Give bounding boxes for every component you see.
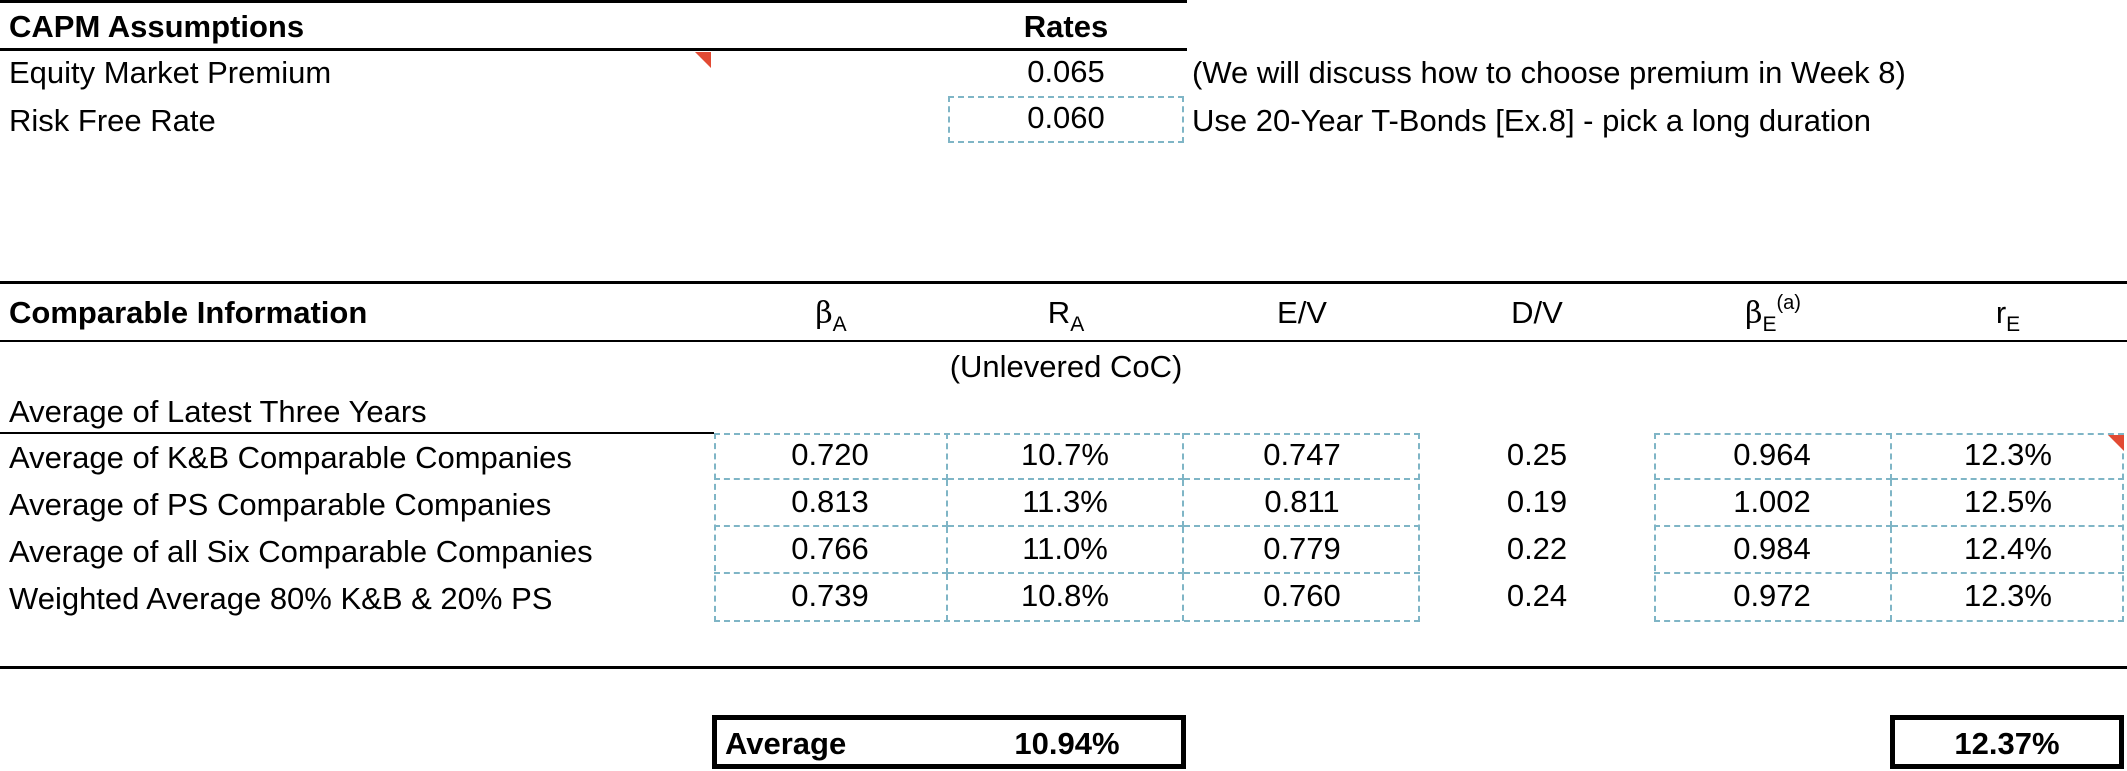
cell-ev[interactable]: 0.811 bbox=[1184, 480, 1420, 527]
cell-beta-a[interactable]: 0.720 bbox=[714, 433, 948, 480]
average-box[interactable]: Average 10.94% bbox=[712, 715, 1186, 769]
top-rule bbox=[0, 0, 1187, 3]
header-r-a: RA bbox=[1047, 295, 1085, 336]
risk-free-label: Risk Free Rate bbox=[9, 103, 216, 138]
cell-r-e[interactable]: 12.3% bbox=[1892, 433, 2124, 480]
section-underline bbox=[0, 432, 714, 434]
equity-premium-value[interactable]: 0.065 bbox=[1027, 54, 1105, 89]
cell-beta-a[interactable]: 0.739 bbox=[714, 574, 948, 621]
risk-free-value[interactable]: 0.060 bbox=[1027, 100, 1105, 135]
average-re-value: 12.37% bbox=[1954, 726, 2060, 761]
capm-header-rule bbox=[0, 48, 1187, 51]
comparable-top-rule bbox=[0, 281, 2127, 284]
rates-header: Rates bbox=[1023, 9, 1109, 44]
grid-right-border bbox=[1654, 433, 2124, 622]
row-label: Average of K&B Comparable Companies bbox=[9, 440, 572, 475]
comparable-header-rule bbox=[0, 340, 2127, 342]
cell-r-e[interactable]: 12.3% bbox=[1964, 578, 2052, 613]
cell-r-a[interactable]: 10.8% bbox=[948, 574, 1184, 621]
cell-ev[interactable]: 0.779 bbox=[1184, 527, 1420, 574]
risk-free-cell-border bbox=[948, 96, 1184, 143]
cell-beta-a[interactable]: 0.813 bbox=[714, 480, 948, 527]
header-dv: D/V bbox=[1511, 295, 1563, 330]
comparable-bottom-rule bbox=[0, 666, 2127, 669]
cell-r-a[interactable]: 10.7% bbox=[948, 433, 1184, 480]
cell-beta-e[interactable]: 0.972 bbox=[1654, 574, 1892, 621]
header-r-e: rE bbox=[1995, 295, 2021, 336]
capm-title: CAPM Assumptions bbox=[9, 9, 305, 44]
equity-premium-label: Equity Market Premium bbox=[9, 55, 332, 90]
comparable-title: Comparable Information bbox=[9, 295, 368, 330]
unlevered-coc-caption: (Unlevered CoC) bbox=[949, 349, 1183, 384]
cell-dv[interactable]: 0.24 bbox=[1506, 578, 1568, 613]
cell-dv[interactable]: 0.22 bbox=[1506, 531, 1568, 566]
risk-free-note: Use 20-Year T-Bonds [Ex.8] - pick a long… bbox=[1192, 103, 1871, 138]
cell-beta-e[interactable]: 0.964 bbox=[1654, 433, 1892, 480]
comment-marker-icon[interactable] bbox=[695, 52, 711, 68]
row-label: Average of PS Comparable Companies bbox=[9, 487, 552, 522]
cell-r-e[interactable]: 12.5% bbox=[1892, 480, 2124, 527]
cell-beta-e[interactable]: 1.002 bbox=[1654, 480, 1892, 527]
average-ra-value: 10.94% bbox=[1014, 726, 1120, 761]
section-label: Average of Latest Three Years bbox=[9, 394, 427, 429]
average-label: Average bbox=[725, 726, 847, 761]
cell-ev[interactable]: 0.760 bbox=[1263, 578, 1341, 613]
cell-beta-e[interactable]: 0.984 bbox=[1654, 527, 1892, 574]
row-label: Weighted Average 80% K&B & 20% PS bbox=[9, 581, 553, 616]
average-re-box[interactable]: 12.37% bbox=[1890, 715, 2124, 769]
comment-marker-icon[interactable] bbox=[2108, 435, 2124, 451]
cell-ev[interactable]: 0.747 bbox=[1184, 433, 1420, 480]
grid-left-border bbox=[714, 433, 1420, 622]
cell-r-e[interactable]: 12.4% bbox=[1892, 527, 2124, 574]
header-beta-e: βE(a) bbox=[1745, 292, 1801, 336]
equity-premium-note: (We will discuss how to choose premium i… bbox=[1192, 55, 1906, 90]
cell-dv[interactable]: 0.25 bbox=[1506, 437, 1568, 472]
header-beta-a: βA bbox=[815, 296, 847, 336]
cell-dv[interactable]: 0.19 bbox=[1506, 484, 1568, 519]
cell-beta-a[interactable]: 0.766 bbox=[714, 527, 948, 574]
row-label: Average of all Six Comparable Companies bbox=[9, 534, 593, 569]
cell-r-a[interactable]: 11.3% bbox=[948, 480, 1184, 527]
header-ev: E/V bbox=[1277, 295, 1327, 330]
cell-r-a[interactable]: 11.0% bbox=[948, 527, 1184, 574]
